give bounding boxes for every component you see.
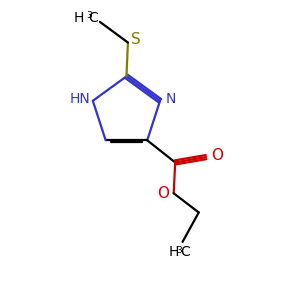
Text: C: C — [181, 245, 190, 259]
Text: N: N — [165, 92, 176, 106]
Text: C: C — [89, 11, 98, 25]
Text: H: H — [169, 245, 179, 259]
Text: O: O — [158, 186, 169, 201]
Text: 3: 3 — [176, 246, 182, 255]
Text: 3: 3 — [86, 11, 92, 20]
Text: H: H — [74, 11, 84, 25]
Text: HN: HN — [69, 92, 90, 106]
Text: O: O — [211, 148, 223, 163]
Text: S: S — [131, 32, 141, 47]
